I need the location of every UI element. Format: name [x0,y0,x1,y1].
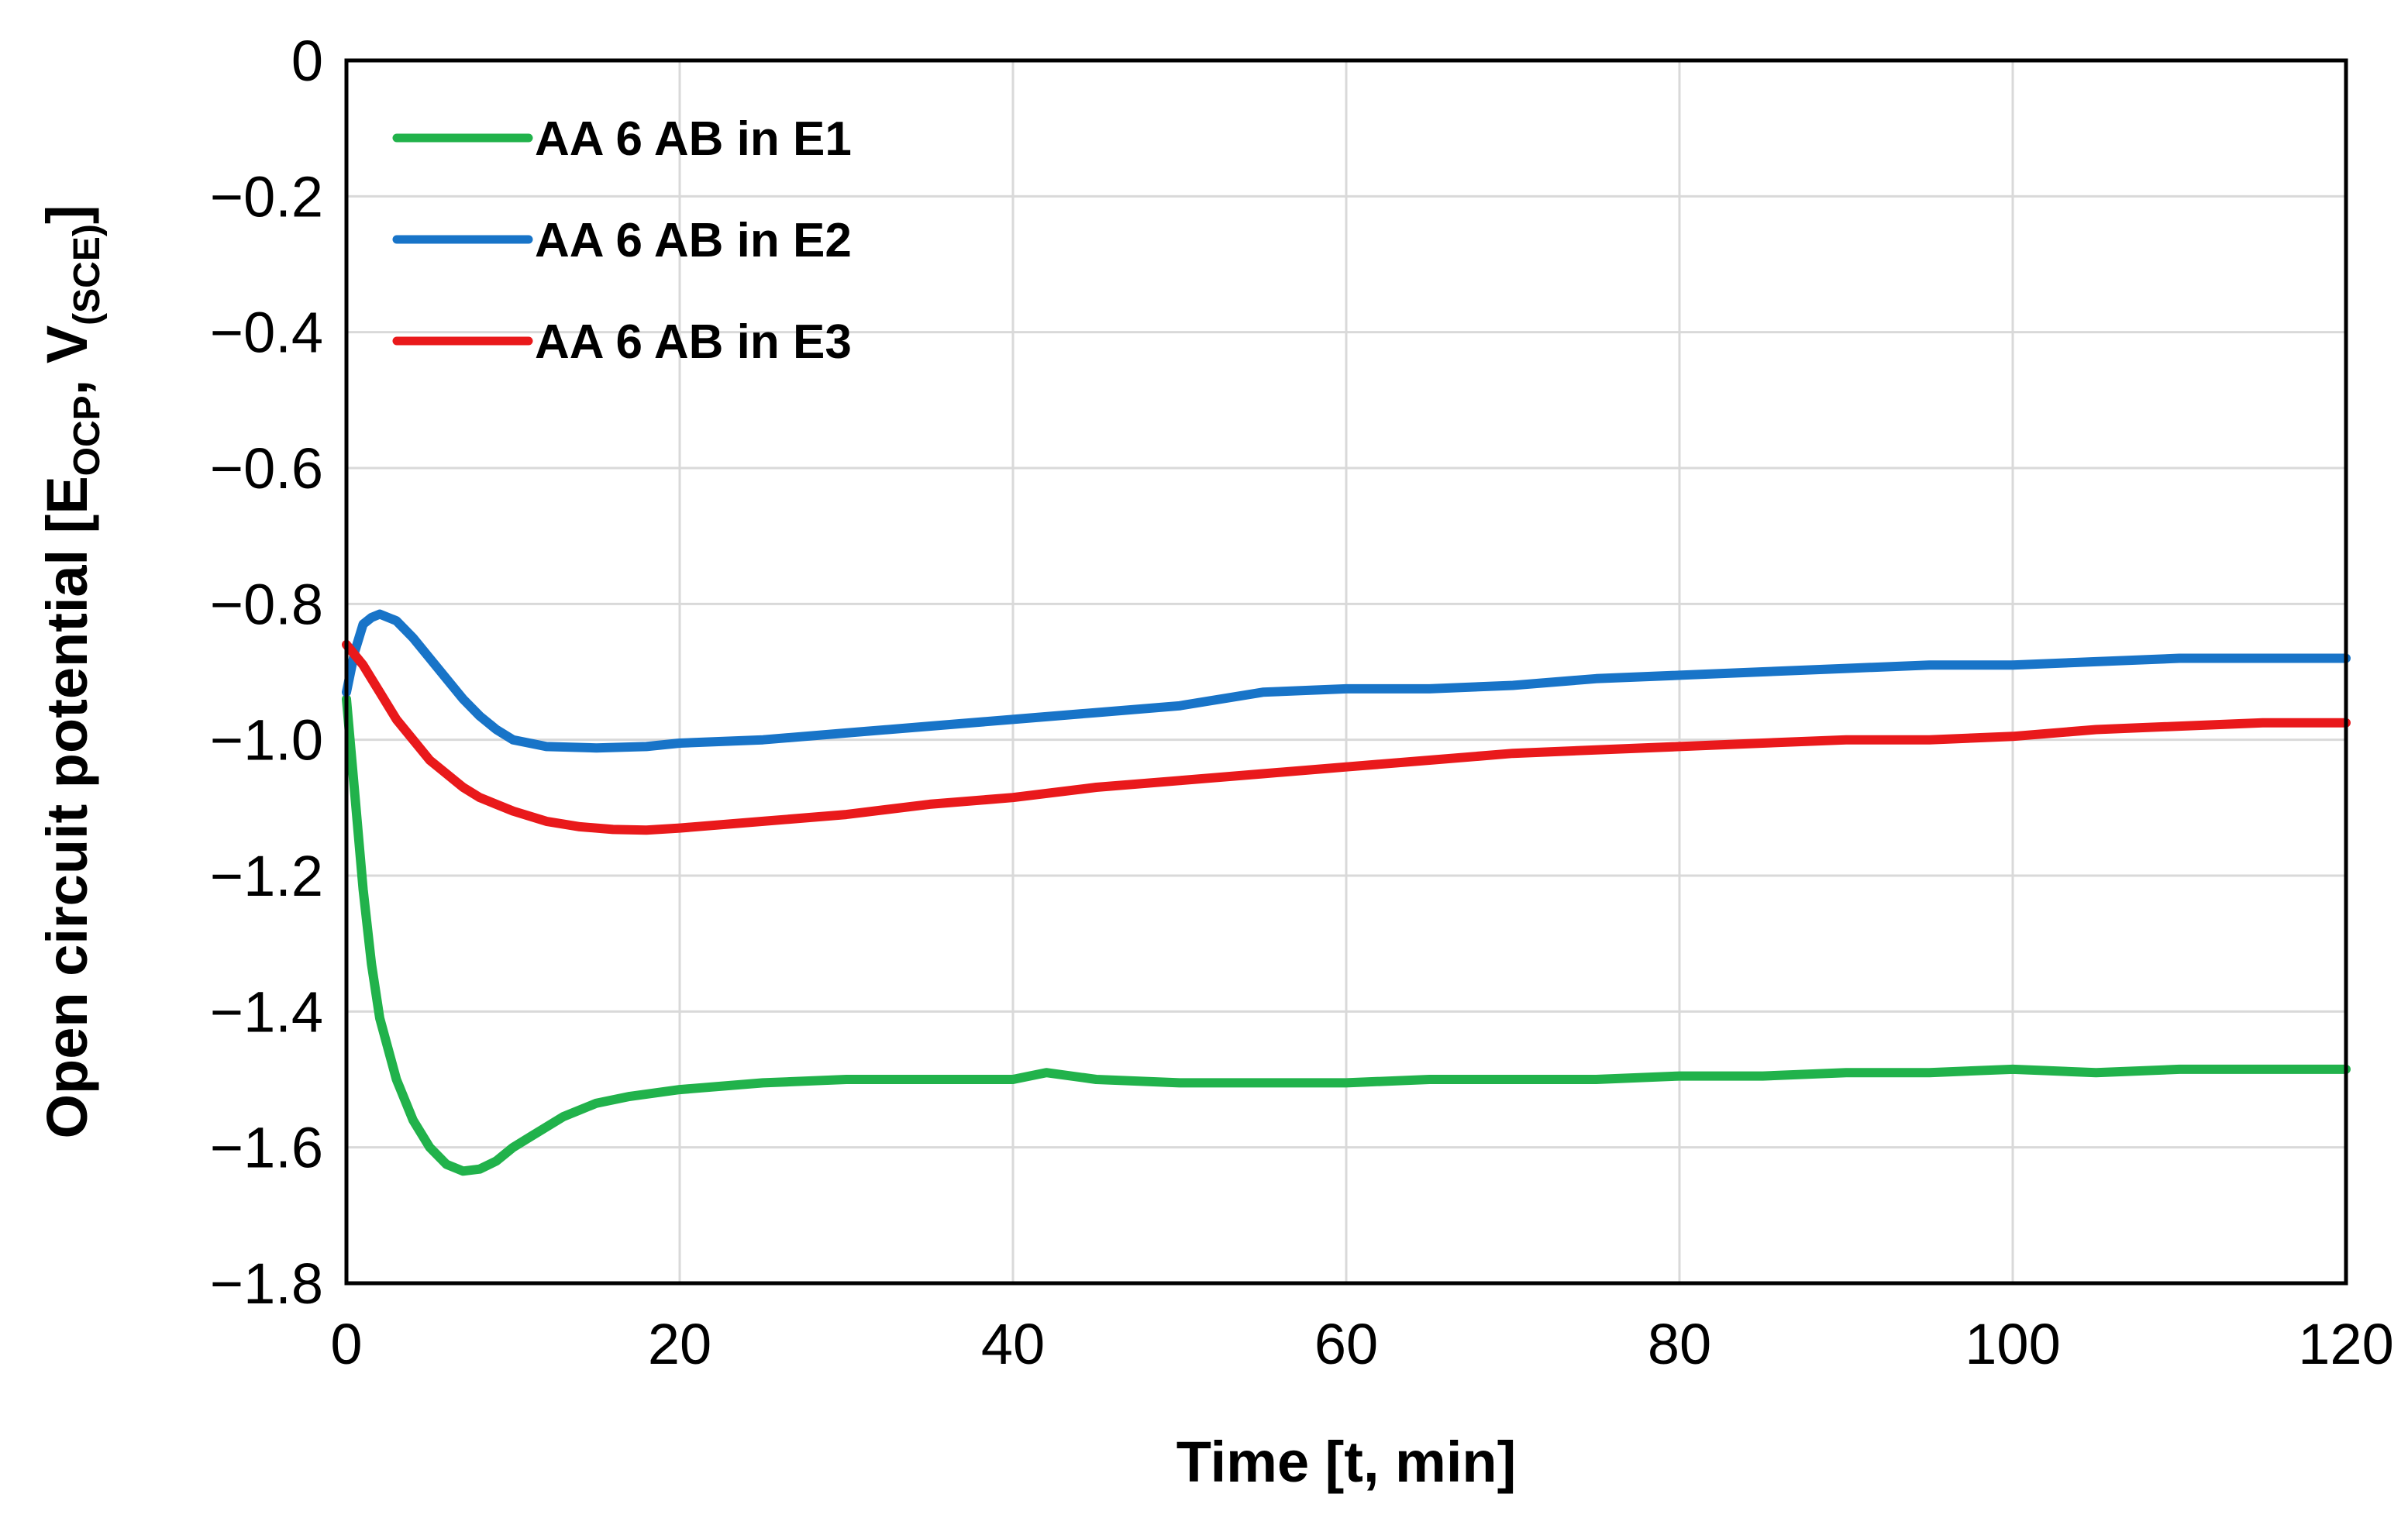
x-axis-ticks: 0 20 40 60 80 100 120 [330,1312,2393,1376]
x-tick-label: 20 [648,1312,711,1376]
y-tick-label: −0.6 [210,436,323,501]
y-tick-label: −0.2 [210,164,323,229]
legend: AA 6 AB in E1 AA 6 AB in E2 AA 6 AB in E… [392,112,852,369]
y-tick-label: −0.4 [210,301,323,365]
plot-area-frame [344,58,2348,1286]
y-tick-label: 0 [291,29,323,93]
y-axis-title-sub-sce: (SCE) [67,224,108,325]
x-tick-label: 60 [1314,1312,1378,1376]
y-tick-label: −0.8 [210,572,323,636]
series-lines [342,609,2351,1176]
y-axis-ticks: 0 −0.2 −0.4 −0.6 −0.8 −1.0 −1.2 −1.4 −1.6 −1.8 [210,29,323,1316]
y-tick-label: −1.4 [210,979,323,1044]
y-tick-label: −1.0 [210,708,323,773]
legend-label-e1: AA 6 AB in E1 [535,112,852,166]
series-line-aa-6-ab-in-e1 [342,694,2351,1176]
x-tick-label: 40 [981,1312,1045,1376]
y-axis-title-main: Open circuit potential [E [35,476,99,1138]
y-tick-label: −1.8 [210,1251,323,1316]
y-axis-title-mid: , V [35,325,99,395]
y-axis-title-end: ] [35,205,99,224]
y-axis-title: Open circuit potential [EOCP, V(SCE)] [35,205,108,1138]
series-line-aa-6-ab-in-e3 [342,639,2351,835]
x-tick-label: 80 [1648,1312,1711,1376]
y-tick-label: −1.6 [210,1116,323,1180]
legend-item: AA 6 AB in E2 [392,214,852,267]
x-tick-label: 120 [2298,1312,2393,1376]
x-axis-title: Time [t, min] [1176,1430,1517,1494]
legend-item: AA 6 AB in E3 [392,315,852,369]
y-axis-title-sub-ocp: OCP [67,395,108,476]
legend-item: AA 6 AB in E1 [392,112,852,166]
legend-label-e3: AA 6 AB in E3 [535,315,852,369]
x-tick-label: 0 [330,1312,362,1376]
y-tick-label: −1.2 [210,844,323,908]
legend-label-e2: AA 6 AB in E2 [535,214,852,267]
x-tick-label: 100 [1965,1312,2060,1376]
series-line-aa-6-ab-in-e2 [342,609,2351,753]
